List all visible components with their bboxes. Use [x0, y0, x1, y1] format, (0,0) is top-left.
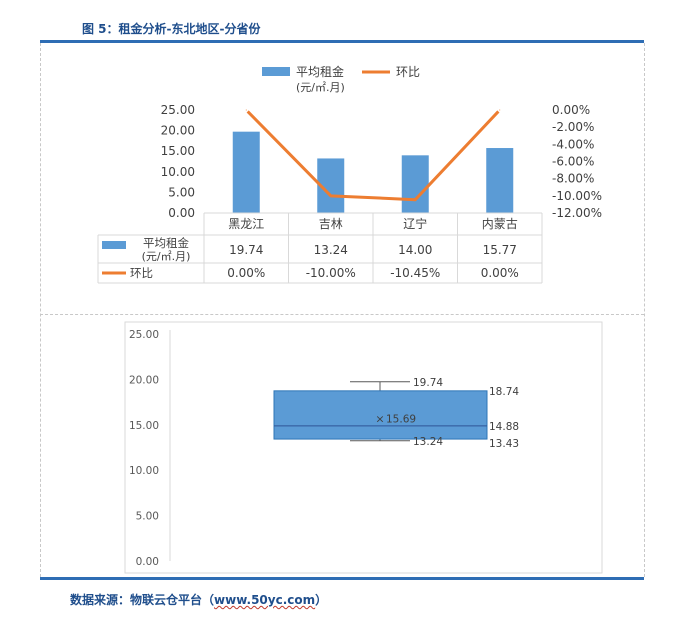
top-rule — [40, 40, 644, 43]
left-tick-label: 15.00 — [161, 144, 195, 158]
chart-frame — [40, 43, 645, 577]
plot-area — [124, 321, 603, 574]
left-tick-label: 5.00 — [168, 185, 195, 199]
box-series: × 15.69 19.74 13.24 18.74 14.88 13.43 — [273, 377, 519, 450]
table-value: -10.45% — [390, 266, 440, 280]
table-legend-swatch-bar — [102, 241, 126, 249]
category-label: 辽宁 — [403, 216, 427, 231]
category-label: 吉林 — [319, 217, 343, 231]
box-tick-label: 15.00 — [129, 420, 159, 432]
table-value: 14.00 — [398, 243, 432, 257]
box-tick-label: 25.00 — [129, 329, 159, 341]
line-point — [245, 109, 247, 111]
chart-legend: 平均租金 (元/㎡.月) 环比 — [262, 64, 420, 94]
line-point — [499, 109, 501, 111]
box-tick-label: 5.00 — [136, 511, 159, 523]
legend-label-bar-unit: (元/㎡.月) — [296, 81, 345, 94]
box-q1-label: 13.43 — [489, 438, 519, 450]
figure-title: 图 5：租金分析-东北地区-分省份 — [82, 22, 261, 36]
bar-series — [232, 131, 514, 213]
table-series-unit: (元/㎡.月) — [142, 250, 191, 263]
rent-bar-line-chart: 平均租金 (元/㎡.月) 环比 25.00 20.00 15.00 10.00 5.00… — [97, 64, 602, 284]
right-tick-label: -12.00% — [552, 206, 602, 220]
line-series — [245, 109, 501, 202]
table-value: -10.00% — [306, 266, 356, 280]
right-tick-label: -2.00% — [552, 120, 594, 134]
table-value: 15.77 — [483, 243, 517, 257]
right-axis-ticks: 0.00% -2.00% -4.00% -6.00% -8.00% -10.00% -12.… — [552, 103, 602, 220]
box-iqr — [273, 390, 488, 440]
box-q3-label: 18.74 — [489, 386, 519, 398]
category-label: 内蒙古 — [482, 216, 518, 231]
line-point — [414, 199, 416, 201]
bar — [232, 131, 260, 213]
table-value: 0.00% — [227, 266, 265, 280]
right-tick-label: -8.00% — [552, 172, 594, 186]
box-mean-label: 15.69 — [386, 414, 416, 426]
legend-swatch-bar — [262, 67, 290, 76]
right-tick-label: -10.00% — [552, 189, 602, 203]
box-tick-label: 20.00 — [129, 374, 159, 386]
bottom-rule — [40, 577, 644, 580]
left-axis-ticks: 25.00 20.00 15.00 10.00 5.00 0.00 — [161, 103, 195, 220]
source-link[interactable]: www.50yc.com — [214, 593, 316, 607]
left-tick-label: 25.00 — [161, 103, 195, 117]
legend-label-line: 环比 — [396, 65, 420, 79]
source-suffix: ） — [315, 593, 328, 607]
left-tick-label: 20.00 — [161, 124, 195, 138]
category-label: 黑龙江 — [228, 217, 264, 231]
bar — [486, 148, 514, 213]
right-tick-label: 0.00% — [552, 103, 590, 117]
box-min-label: 13.24 — [413, 436, 443, 448]
bar — [401, 155, 429, 213]
right-tick-label: -6.00% — [552, 155, 594, 169]
box-tick-label: 10.00 — [129, 465, 159, 477]
right-tick-label: -4.00% — [552, 137, 594, 151]
box-mean-marker: × — [375, 413, 384, 426]
box-median-label: 14.88 — [489, 421, 519, 433]
data-source: 数据来源：物联云仓平台（www.50yc.com） — [70, 591, 327, 608]
source-prefix: 数据来源：物联云仓平台（ — [70, 593, 215, 607]
box-y-axis-ticks: 25.00 20.00 15.00 10.00 5.00 0.00 — [129, 329, 159, 568]
table-series-label: 环比 — [130, 266, 153, 280]
left-tick-label: 10.00 — [161, 165, 195, 179]
box-tick-label: 0.00 — [136, 556, 159, 568]
left-tick-label: 0.00 — [168, 206, 195, 220]
line-path — [246, 110, 500, 202]
table-series-label: 平均租金 — [143, 236, 189, 250]
table-value: 19.74 — [229, 243, 263, 257]
table-value: 13.24 — [314, 243, 348, 257]
table-value: 0.00% — [481, 266, 519, 280]
line-point — [330, 195, 332, 197]
chart-separator — [40, 314, 644, 315]
box-max-label: 19.74 — [413, 377, 443, 389]
legend-label-bar: 平均租金 — [296, 64, 344, 79]
